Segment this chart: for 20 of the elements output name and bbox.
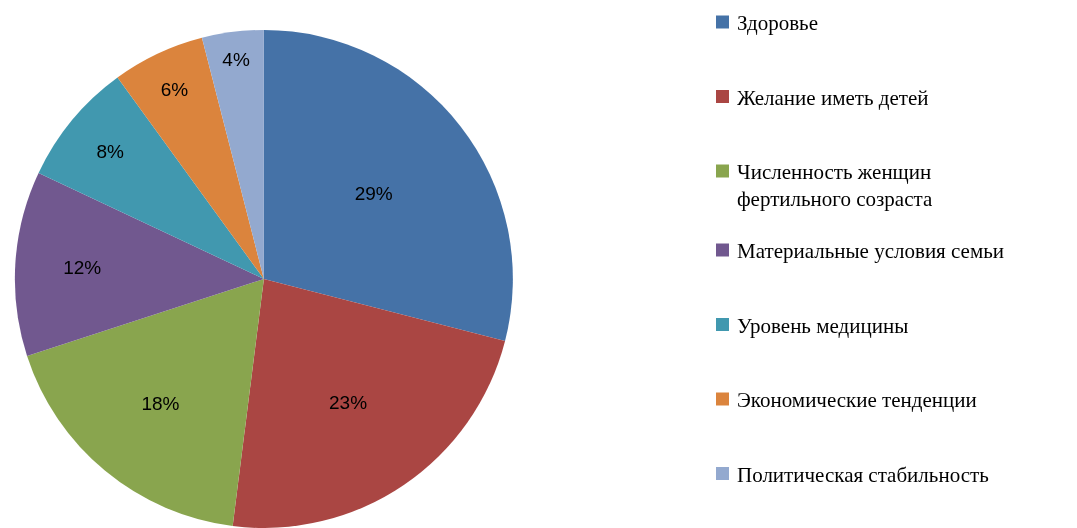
pie-slice xyxy=(15,172,264,356)
legend-label: Здоровье xyxy=(737,11,818,35)
data-label: 18% xyxy=(141,393,180,415)
pie-slice xyxy=(27,279,264,527)
legend-label: Политическая стабильность xyxy=(737,463,989,487)
pie-slice xyxy=(201,30,264,279)
data-label: 6% xyxy=(160,78,189,100)
legend-label: Численность женщин фертильного созраста xyxy=(737,160,933,212)
data-label: 29% xyxy=(354,183,393,205)
legend-label: Желание иметь детей xyxy=(737,86,929,110)
legend-label: Уровень медицины xyxy=(737,314,909,338)
data-label: 12% xyxy=(63,257,102,279)
legend-label: Материальные условия семьи xyxy=(737,239,1005,263)
pie-slice xyxy=(263,30,513,341)
pie-slice xyxy=(38,77,264,279)
legend-label: Экономические тенденции xyxy=(737,388,977,412)
data-label: 8% xyxy=(96,141,124,163)
data-label: 4% xyxy=(222,48,250,70)
pie-slice xyxy=(232,279,506,528)
data-label: 23% xyxy=(329,392,368,414)
